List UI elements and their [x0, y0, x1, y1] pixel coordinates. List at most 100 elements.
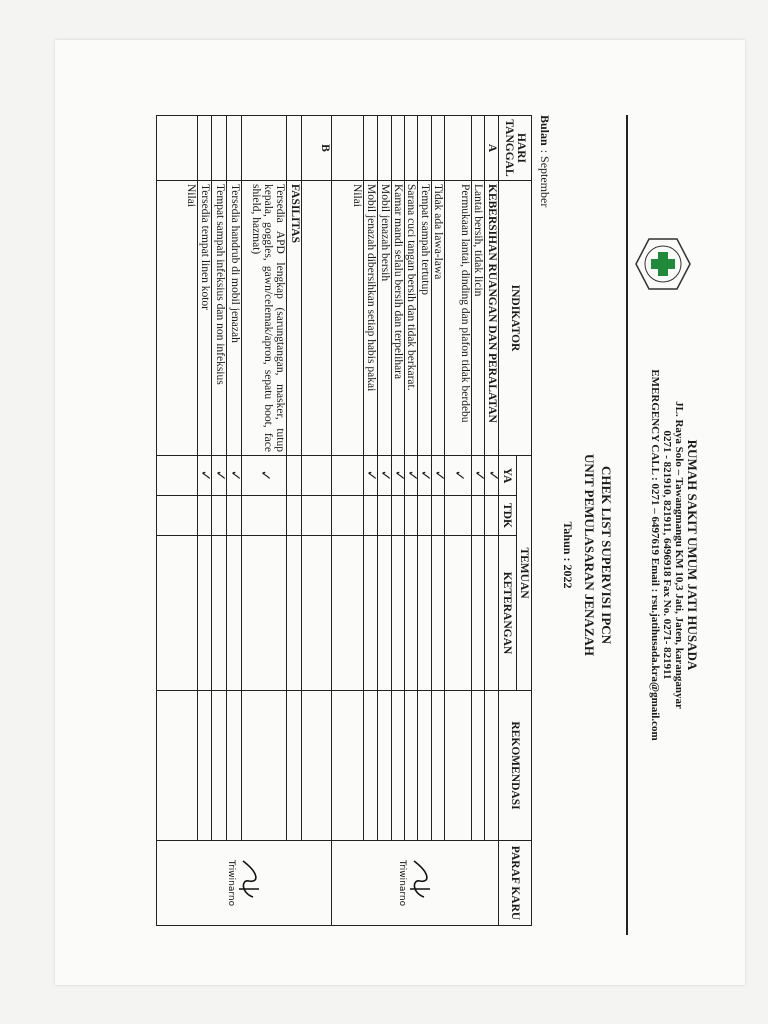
hospital-name: RUMAH SAKIT UMUM JATI HUSADA: [685, 439, 700, 671]
no-cell: [286, 495, 302, 536]
day-date-cell: [363, 115, 378, 181]
recommendation-cell[interactable]: [226, 690, 242, 841]
yes-cell[interactable]: ✓: [444, 455, 472, 496]
table-row: Tersedia tempat linen kotor ✓: [197, 115, 213, 926]
recommendation-cell[interactable]: [404, 690, 418, 841]
recommendation-cell[interactable]: [241, 690, 287, 841]
check-mark: ✓: [197, 469, 213, 482]
recommendation-cell[interactable]: [431, 690, 445, 841]
no-cell[interactable]: [444, 495, 472, 536]
no-cell: [331, 495, 364, 536]
recommendation-cell: [301, 690, 332, 841]
yes-cell[interactable]: ✓: [404, 455, 419, 496]
indicator-text: Tidak ada lawa-lawa: [431, 180, 445, 456]
table-row: Tersedia APD lengkap (sarungtangan, mask…: [241, 115, 287, 926]
header-no: TDK: [498, 495, 517, 536]
check-mark: ✓: [212, 469, 227, 482]
yes-cell[interactable]: ✓: [363, 455, 379, 496]
day-date-cell: [241, 115, 287, 181]
yes-cell[interactable]: ✓: [471, 455, 486, 496]
signature-cell: Triwinarno: [331, 840, 499, 926]
no-cell[interactable]: [197, 495, 212, 536]
notes-cell[interactable]: [226, 535, 242, 691]
notes-cell[interactable]: [404, 535, 418, 691]
yes-cell[interactable]: ✓: [241, 455, 287, 496]
check-mark: ✓: [471, 469, 486, 482]
score-row: Nilai: [156, 115, 198, 926]
year: Tahun : 2022: [561, 521, 575, 589]
notes-cell[interactable]: [391, 535, 405, 691]
checklist-table: HARI TANGGAL INDIKATOR TEMUAN REKOMENDAS…: [156, 115, 532, 926]
yes-cell[interactable]: ✓: [197, 455, 213, 496]
notes-cell[interactable]: [197, 535, 212, 691]
recommendation-cell: [286, 690, 302, 841]
no-cell[interactable]: [404, 495, 418, 536]
indicator-text: Tempat sampah infeksius dan non infeksiu…: [211, 180, 227, 456]
header-yes: YA: [498, 455, 517, 496]
hospital-letterhead: RUMAH SAKIT UMUM JATI HUSADA JL. Raya So…: [649, 295, 700, 815]
recommendation-cell[interactable]: [377, 690, 392, 841]
hospital-phone: 0271 - 821910, 821911, 6496918 Fax No. 0…: [661, 430, 673, 680]
recommendation-cell[interactable]: [444, 690, 472, 841]
table-row: Lantai bersih, tidak licin ✓: [471, 115, 486, 926]
day-date-cell: [211, 115, 227, 181]
yes-cell[interactable]: ✓: [417, 455, 433, 496]
no-cell[interactable]: [391, 495, 405, 536]
notes-cell[interactable]: [241, 535, 287, 691]
notes-cell[interactable]: [417, 535, 432, 691]
no-cell[interactable]: [241, 495, 287, 536]
title-line-2: UNIT PEMULASARAN JENAZAH: [582, 453, 597, 656]
yes-cell: ✓: [484, 455, 500, 496]
notes-cell[interactable]: [444, 535, 472, 691]
check-mark: ✓: [485, 469, 500, 482]
table-row: Sarana cuci tangan bersih dan tidak berk…: [404, 115, 419, 926]
recommendation-cell[interactable]: [391, 690, 405, 841]
notes-cell: [301, 535, 332, 691]
no-cell: [156, 495, 198, 536]
table-row: Tersedia handrub di mobil jenazah ✓: [226, 115, 242, 926]
check-mark: ✓: [227, 469, 242, 482]
table-row: Mobil jenazah bersih ✓: [377, 115, 393, 926]
table-row: Kamar mandi selalu bersih dan terpelihar…: [391, 115, 406, 926]
header-indicator: INDIKATOR: [498, 180, 532, 456]
no-cell[interactable]: [471, 495, 485, 536]
indicator-text: Lantai bersih, tidak licin: [471, 180, 485, 456]
no-cell[interactable]: [226, 495, 242, 536]
indicator-text: Tersedia APD lengkap (sarungtangan, mask…: [241, 180, 287, 456]
recommendation-cell[interactable]: [197, 690, 212, 841]
notes-cell[interactable]: [431, 535, 445, 691]
no-cell[interactable]: [211, 495, 227, 536]
scanned-page: [55, 40, 745, 985]
recommendation-cell[interactable]: [363, 690, 378, 841]
yes-cell[interactable]: ✓: [226, 455, 242, 496]
yes-cell[interactable]: ✓: [211, 455, 227, 496]
recommendation-cell[interactable]: [417, 690, 432, 841]
no-cell[interactable]: [431, 495, 445, 536]
header-notes: KETERANGAN: [498, 535, 517, 691]
recommendation-cell: [331, 690, 364, 841]
notes-cell[interactable]: [211, 535, 227, 691]
document-landscape: RUMAH SAKIT UMUM JATI HUSADA JL. Raya So…: [100, 95, 710, 960]
yes-cell[interactable]: ✓: [431, 455, 446, 496]
notes-cell[interactable]: [377, 535, 392, 691]
notes-cell[interactable]: [471, 535, 485, 691]
indicator-text: Tersedia tempat linen kotor: [197, 180, 212, 456]
yes-cell[interactable]: ✓: [377, 455, 393, 496]
day-date-cell: [226, 115, 242, 181]
recommendation-cell[interactable]: [471, 690, 485, 841]
notes-cell: [286, 535, 302, 691]
header-sign: PARAF KARU: [498, 840, 532, 926]
yes-cell[interactable]: ✓: [391, 455, 406, 496]
notes-cell[interactable]: [363, 535, 378, 691]
header-recommendation: REKOMENDASI: [498, 690, 532, 841]
section-title: KEBERSIHAN RUANGAN DAN PERALATAN: [484, 180, 499, 456]
table-row: Permukaan lantai, dinding dan plafon tid…: [444, 115, 472, 926]
no-cell[interactable]: [417, 495, 432, 536]
no-cell[interactable]: [363, 495, 378, 536]
signature-name: Triwinarno: [397, 859, 407, 907]
day-date-cell: [391, 115, 405, 181]
check-mark: ✓: [431, 469, 446, 482]
yes-cell: [301, 455, 332, 496]
recommendation-cell[interactable]: [211, 690, 227, 841]
no-cell[interactable]: [377, 495, 392, 536]
